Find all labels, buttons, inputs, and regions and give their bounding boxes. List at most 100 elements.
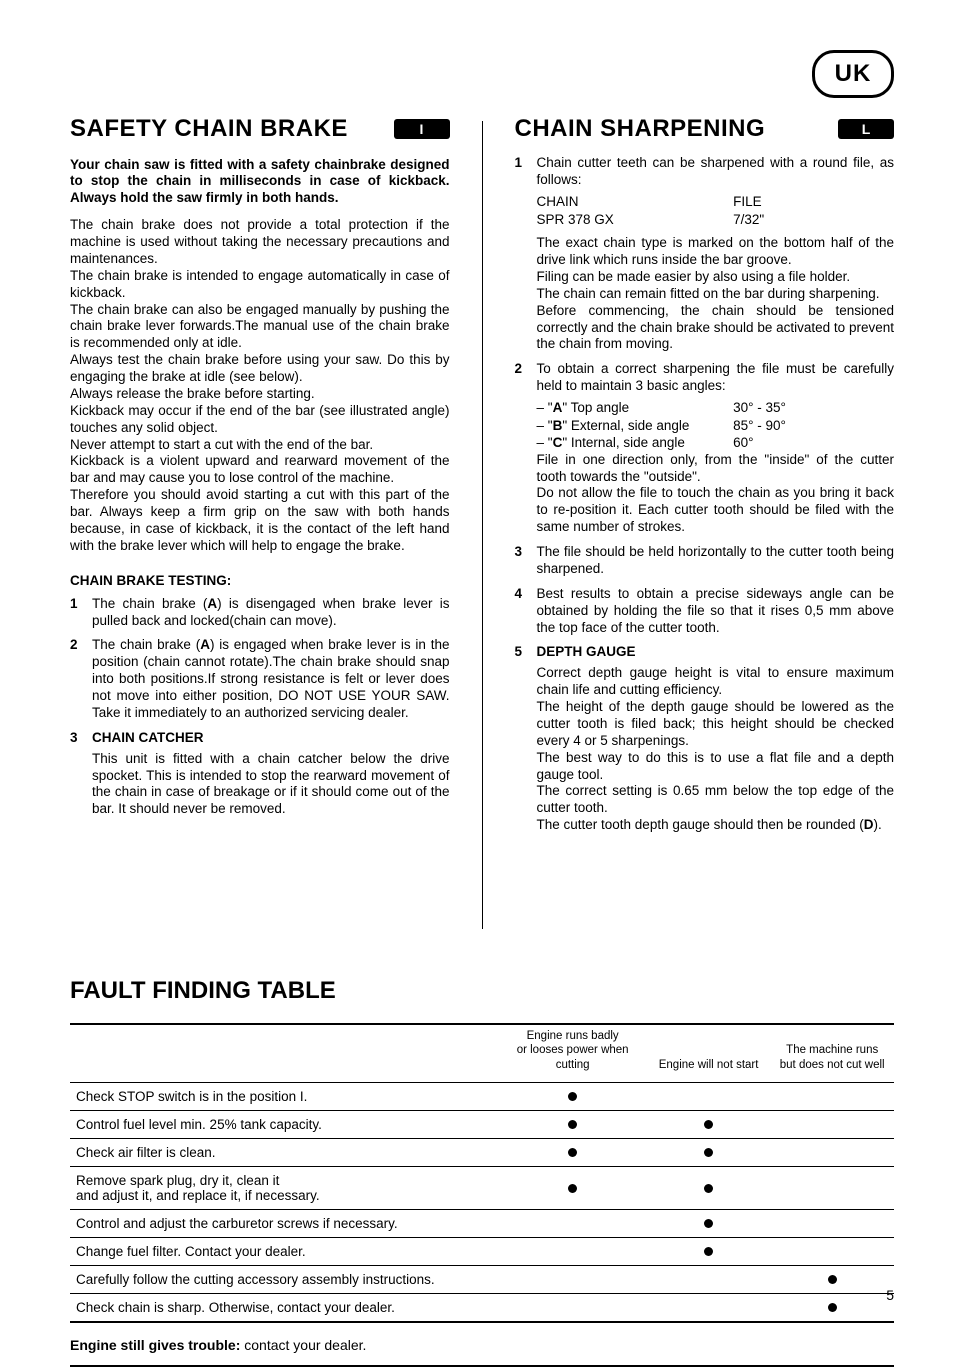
angle-value: 60° [733, 434, 894, 452]
chain-file-row: CHAINFILE [537, 193, 895, 211]
list-item-head: DEPTH GAUGE [537, 644, 895, 661]
fft-row-label: Check STOP switch is in the position I. [70, 1083, 498, 1111]
list-number: 1 [70, 596, 82, 630]
dot-icon [704, 1120, 713, 1129]
left-intro: Your chain saw is fitted with a safety c… [70, 157, 450, 208]
left-paragraph: Kickback is a violent upward and rearwar… [70, 453, 450, 487]
left-list: 1The chain brake (A) is disengaged when … [70, 596, 450, 819]
dot-icon [568, 1148, 577, 1157]
fft-cell [770, 1238, 894, 1266]
left-paragraph: The chain brake can also be engaged manu… [70, 302, 450, 353]
dot-icon [568, 1120, 577, 1129]
list-item-paragraph: File in one direction only, from the "in… [537, 452, 895, 486]
list-number: 3 [70, 730, 82, 818]
fft-cell [498, 1083, 646, 1111]
list-item-text: The chain brake (A) is engaged when brak… [92, 637, 450, 721]
fft-cell [498, 1266, 646, 1294]
dot-icon [828, 1303, 837, 1312]
fft-note-rest: contact your dealer. [240, 1337, 366, 1353]
list-number: 2 [70, 637, 82, 721]
fft-row: Carefully follow the cutting accessory a… [70, 1266, 894, 1294]
angle-label: – "A" Top angle [537, 399, 734, 417]
list-number: 1 [515, 155, 527, 353]
angle-value: 85° - 90° [733, 417, 894, 435]
fft-cell [498, 1210, 646, 1238]
fft-cell [647, 1139, 771, 1167]
right-list: 1 Chain cutter teeth can be sharpened wit… [515, 155, 895, 834]
fft-cell [647, 1266, 771, 1294]
right-column: CHAIN SHARPENING L 1Chain cutter teeth c… [515, 115, 895, 929]
content-columns: SAFETY CHAIN BRAKE I Your chain saw is f… [70, 115, 894, 929]
angle-label: – "C" Internal, side angle [537, 434, 734, 452]
right-list-item: 1 Chain cutter teeth can be sharpened wit… [515, 155, 895, 353]
fft-cell [498, 1294, 646, 1323]
fft-row: Check air filter is clean. [70, 1139, 894, 1167]
fft-cell [647, 1294, 771, 1323]
fft-cell [498, 1167, 646, 1210]
list-item-paragraph: The correct setting is 0.65 mm below the… [537, 783, 895, 817]
dot-icon [704, 1148, 713, 1157]
fft-note: Engine still gives trouble: contact your… [70, 1337, 894, 1367]
fft-header-row: Engine runs badlyor looses power when cu… [70, 1024, 894, 1083]
dot-icon [828, 1275, 837, 1284]
list-item-text: Best results to obtain a precise sideway… [537, 586, 895, 637]
left-paragraphs: The chain brake does not provide a total… [70, 217, 450, 555]
fft-row-label: Control fuel level min. 25% tank capacit… [70, 1111, 498, 1139]
left-paragraph: Therefore you should avoid starting a cu… [70, 487, 450, 555]
right-title: CHAIN SHARPENING [515, 115, 766, 143]
fft-note-bold: Engine still gives trouble: [70, 1337, 240, 1353]
fft-cell [647, 1210, 771, 1238]
fft-row-label: Check air filter is clean. [70, 1139, 498, 1167]
list-item-intro: Chain cutter teeth can be sharpened with… [537, 155, 895, 189]
fft-cell [647, 1083, 771, 1111]
fft-column-header: The machine runsbut does not cut well [770, 1024, 894, 1083]
fft-cell [770, 1111, 894, 1139]
list-item-paragraph: The cutter tooth depth gauge should then… [537, 817, 895, 834]
fault-finding-table: Engine runs badlyor looses power when cu… [70, 1023, 894, 1323]
list-item-paragraph: Filing can be made easier by also using … [537, 269, 895, 286]
fft-column-header: Engine will not start [647, 1024, 771, 1083]
fft-row: Change fuel filter. Contact your dealer. [70, 1238, 894, 1266]
list-item-paragraph: The exact chain type is marked on the bo… [537, 235, 895, 269]
list-body: Chain cutter teeth can be sharpened with… [537, 155, 895, 353]
fft-cell [770, 1139, 894, 1167]
fft-cell [770, 1210, 894, 1238]
column-divider [482, 121, 483, 929]
list-item-paragraph: Do not allow the file to touch the chain… [537, 485, 895, 536]
dot-icon [704, 1247, 713, 1256]
fft-cell [770, 1167, 894, 1210]
fft-cell [770, 1294, 894, 1323]
left-title: SAFETY CHAIN BRAKE [70, 115, 348, 143]
list-body: DEPTH GAUGE Correct depth gauge height is… [537, 644, 895, 834]
uk-badge-label: UK [835, 60, 872, 88]
angle-row: – "C" Internal, side angle60° [537, 434, 895, 452]
fft-cell [498, 1238, 646, 1266]
fft-cell [770, 1083, 894, 1111]
left-paragraph: The chain brake does not provide a total… [70, 217, 450, 268]
fft-head: Engine runs badlyor looses power when cu… [70, 1024, 894, 1083]
chain-file-c1: SPR 378 GX [537, 211, 734, 229]
list-body: To obtain a correct sharpening the file … [537, 361, 895, 536]
angle-label: – "B" External, side angle [537, 417, 734, 435]
left-badge: I [394, 119, 450, 139]
chain-file-c2: FILE [733, 193, 894, 211]
fft-cell [498, 1139, 646, 1167]
dot-icon [704, 1184, 713, 1193]
list-item-paragraph: The chain can remain fitted on the bar d… [537, 286, 895, 303]
right-list-item: 3The file should be held horizontally to… [515, 544, 895, 578]
list-item-intro: To obtain a correct sharpening the file … [537, 361, 895, 395]
chain-file-c1: CHAIN [537, 193, 734, 211]
fft-row: Check chain is sharp. Otherwise, contact… [70, 1294, 894, 1323]
left-paragraph: Always test the chain brake before using… [70, 352, 450, 386]
fft-column-header [70, 1024, 498, 1083]
left-header: SAFETY CHAIN BRAKE I [70, 115, 450, 143]
page: UK SAFETY CHAIN BRAKE I Your chain saw i… [0, 0, 954, 1321]
list-body: The file should be held horizontally to … [537, 544, 895, 578]
fft-cell [770, 1266, 894, 1294]
list-body: Best results to obtain a precise sideway… [537, 586, 895, 637]
right-list-item: 2To obtain a correct sharpening the file… [515, 361, 895, 536]
list-item-paragraph: The best way to do this is to use a flat… [537, 750, 895, 784]
fft-row-label: Control and adjust the carburetor screws… [70, 1210, 498, 1238]
fft-row: Control and adjust the carburetor screws… [70, 1210, 894, 1238]
list-item-paragraph: Correct depth gauge height is vital to e… [537, 665, 895, 699]
